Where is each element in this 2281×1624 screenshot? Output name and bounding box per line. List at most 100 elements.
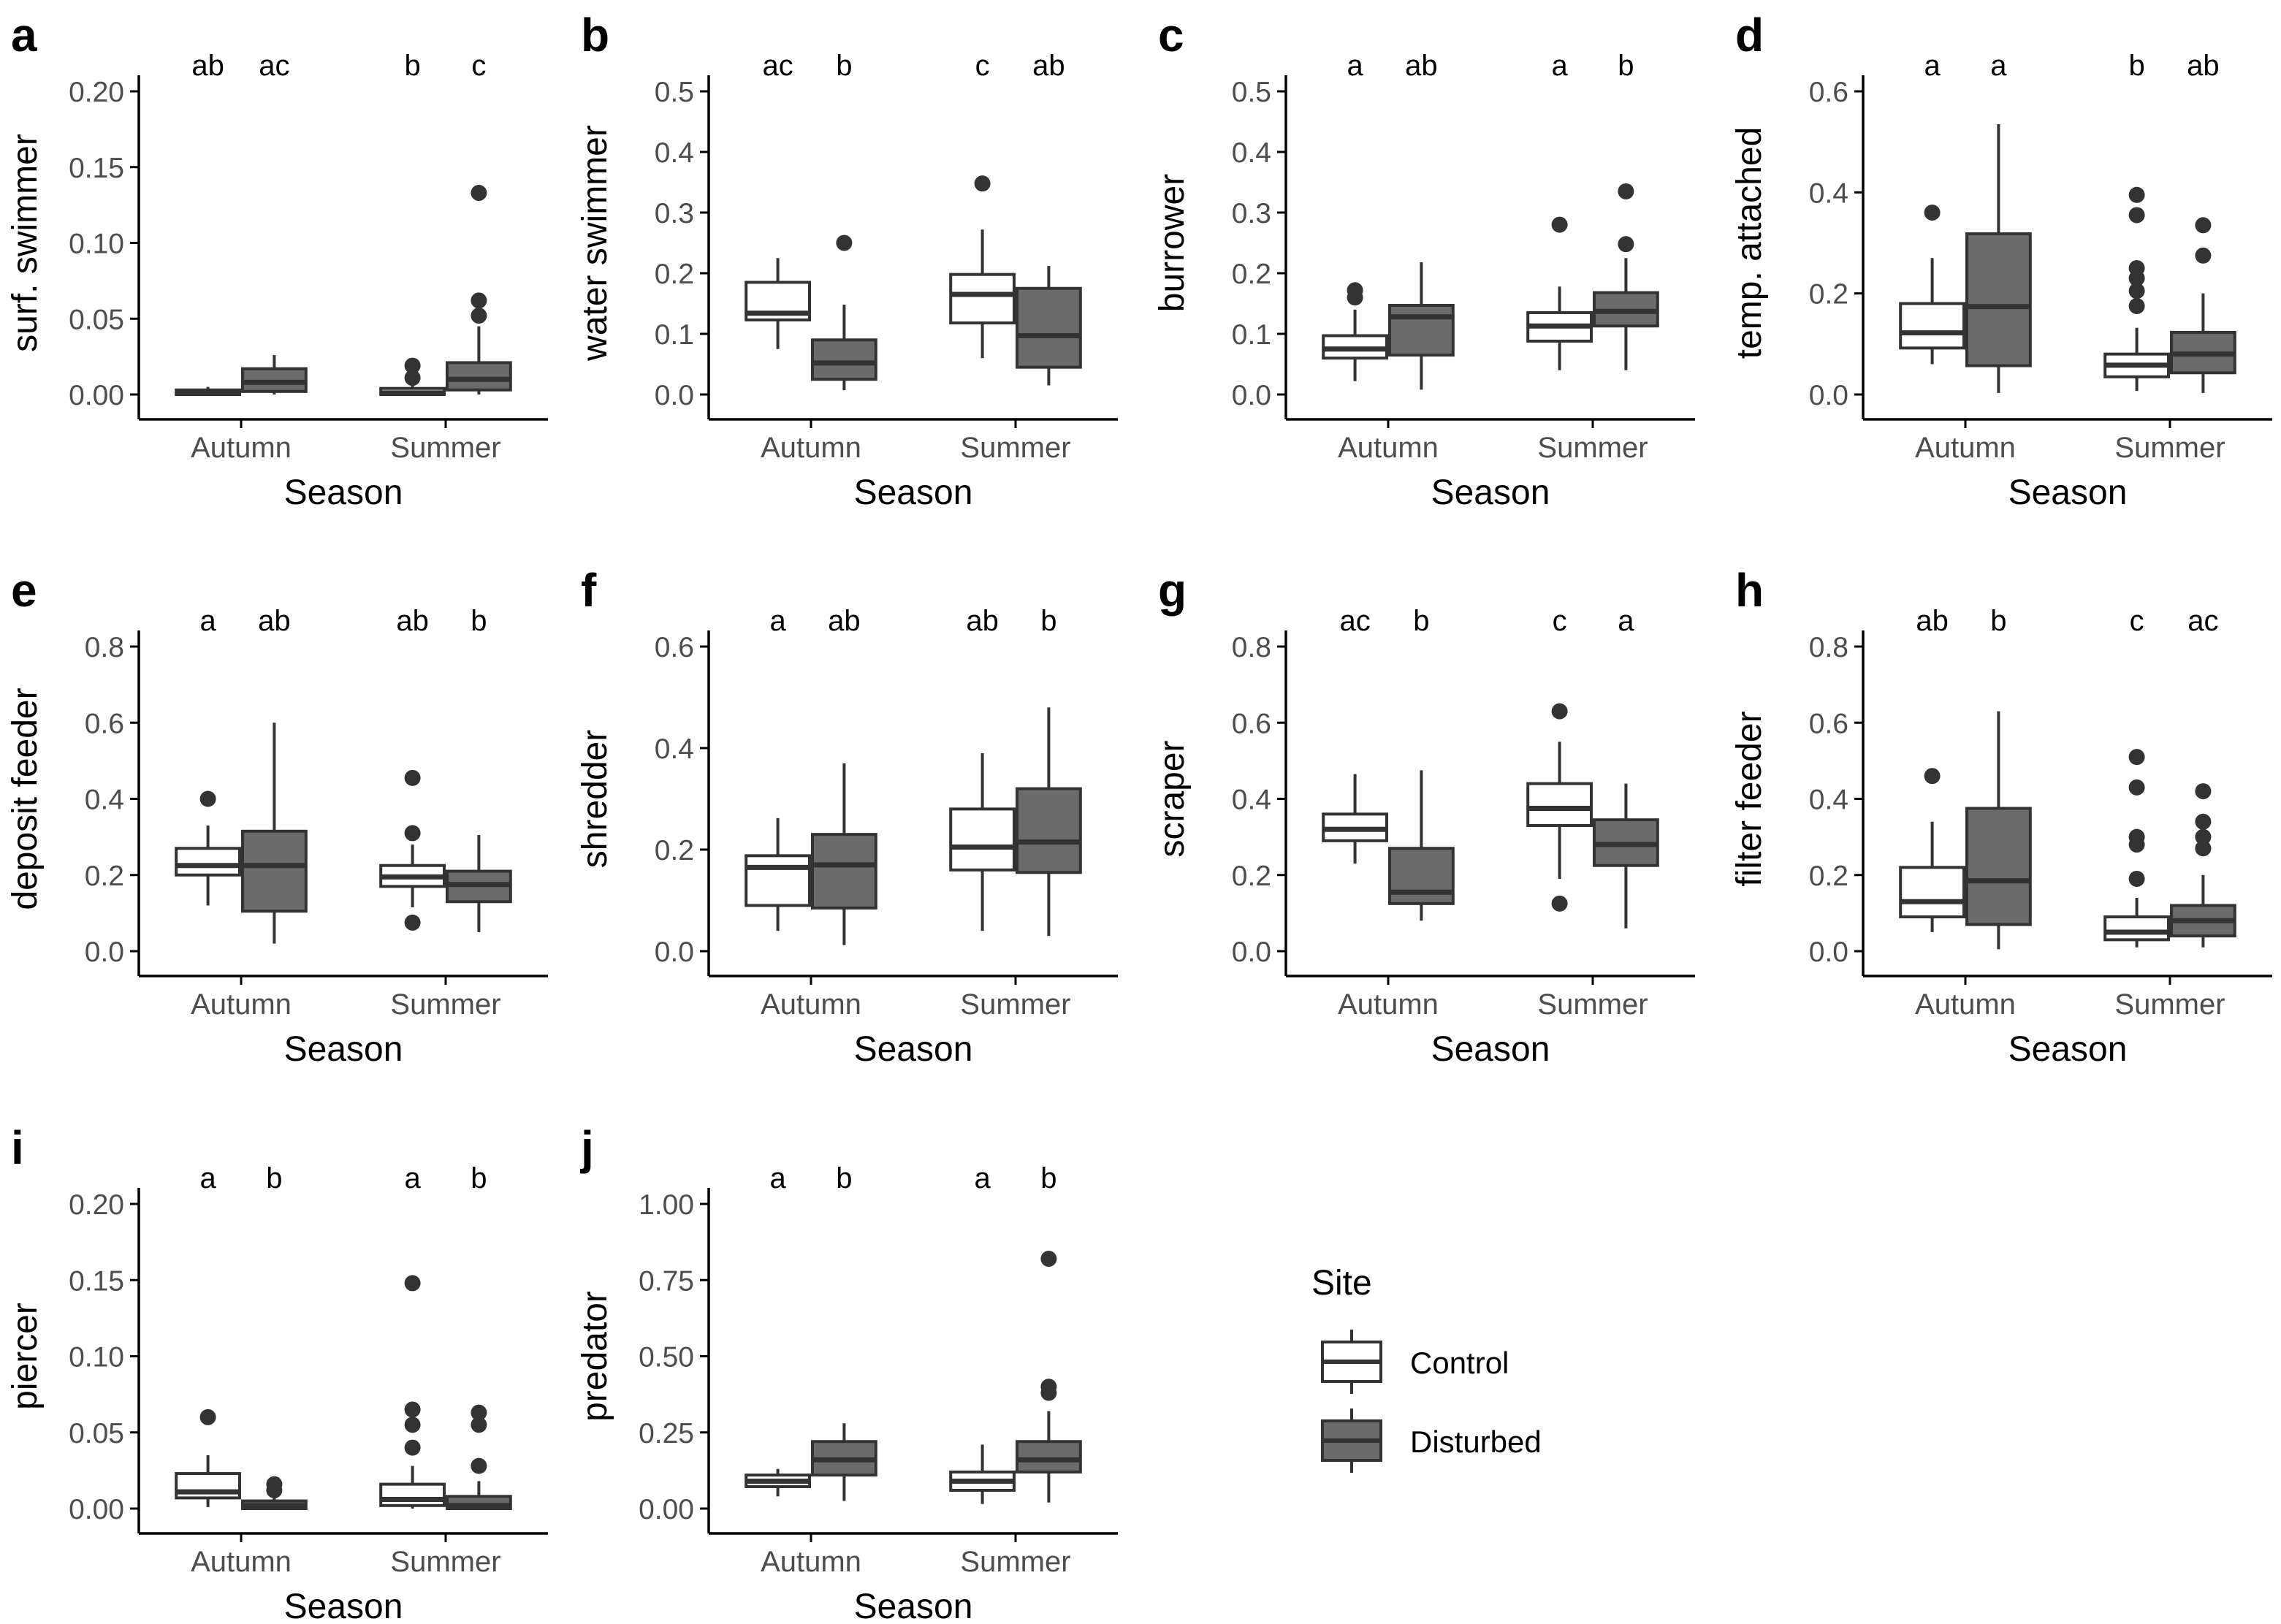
outlier-point xyxy=(471,185,487,202)
outlier-point xyxy=(471,292,487,309)
x-tick-label: Summer xyxy=(390,988,500,1021)
box-autumn-disturbed: b xyxy=(811,50,877,391)
x-tick-label: Summer xyxy=(960,432,1070,464)
iqr-box xyxy=(1388,303,1455,357)
y-tick-label: 0.75 xyxy=(639,1265,694,1297)
y-tick-label: 0.6 xyxy=(655,632,694,663)
y-tick-label: 0.0 xyxy=(655,380,694,411)
box-summer-disturbed: ab xyxy=(2170,50,2236,393)
y-tick-label: 0.4 xyxy=(655,137,694,169)
panel-letter: e xyxy=(11,564,37,617)
box-autumn-control: ab xyxy=(1899,605,1965,932)
y-tick-label: 0.20 xyxy=(69,77,124,108)
significance-letter: b xyxy=(404,50,420,82)
outlier-point xyxy=(2128,186,2145,203)
outlier-point xyxy=(404,357,421,374)
outlier-point xyxy=(2128,260,2145,277)
y-tick-label: 0.8 xyxy=(85,632,124,663)
iqr-box xyxy=(175,847,241,877)
box-autumn-control: a xyxy=(175,605,241,906)
y-tick-label: 0.8 xyxy=(1809,632,1848,663)
y-tick-label: 0.00 xyxy=(69,1494,124,1525)
iqr-box xyxy=(1016,1440,1082,1474)
outlier-point xyxy=(2128,870,2145,887)
box-summer-disturbed: b xyxy=(446,605,512,932)
box-autumn-disturbed: ab xyxy=(241,605,308,944)
iqr-box xyxy=(2103,915,2170,942)
iqr-box xyxy=(949,272,1016,325)
iqr-box xyxy=(811,338,877,381)
y-tick-label: 0.00 xyxy=(69,380,124,411)
significance-letter: ac xyxy=(762,50,793,82)
y-tick-label: 0.5 xyxy=(1232,77,1271,108)
y-tick-label: 0.2 xyxy=(1232,861,1271,892)
legend-label-control: Control xyxy=(1410,1346,1509,1380)
outlier-point xyxy=(2195,217,2212,234)
iqr-box xyxy=(241,829,308,913)
y-axis-title: shredder xyxy=(576,730,614,868)
iqr-box xyxy=(811,833,877,910)
box-summer-control: a xyxy=(379,1162,446,1509)
outlier-point xyxy=(2195,840,2212,857)
outlier-point xyxy=(2195,247,2212,264)
box-summer-disturbed: ab xyxy=(1016,50,1082,386)
significance-letter: b xyxy=(836,50,852,82)
x-tick-label: Autumn xyxy=(761,1546,861,1578)
significance-letter: b xyxy=(1040,1162,1056,1194)
y-tick-label: 0.50 xyxy=(639,1342,694,1373)
significance-letter: ab xyxy=(2187,50,2220,82)
box-summer-disturbed: b xyxy=(446,1162,512,1511)
significance-letter: b xyxy=(1618,50,1634,82)
iqr-box xyxy=(446,361,512,392)
panel-i: i 0.00 0.05 0.10 0.15 0.20 Autumn Summer Season p… xyxy=(6,1121,548,1624)
x-tick-label: Autumn xyxy=(1915,432,2016,464)
y-axis-title: filter feeder xyxy=(1730,711,1769,886)
iqr-box xyxy=(1899,302,1965,350)
y-tick-label: 0.4 xyxy=(1232,785,1271,816)
significance-letter: a xyxy=(1618,605,1634,637)
x-tick-label: Autumn xyxy=(191,988,292,1021)
legend-title: Site xyxy=(1311,1264,1372,1303)
box-summer-control: b xyxy=(2103,50,2170,392)
panel-letter: i xyxy=(11,1121,24,1174)
box-autumn-control: a xyxy=(175,1162,241,1507)
y-axis-title: scraper xyxy=(1153,740,1192,857)
y-axis-title: burrower xyxy=(1153,174,1192,312)
y-tick-label: 0.6 xyxy=(85,708,124,739)
box-summer-disturbed: ac xyxy=(2170,605,2236,948)
x-axis-title: Season xyxy=(284,1030,403,1069)
panel-e: e 0.0 0.2 0.4 0.6 0.8 Autumn Summer Season deposi… xyxy=(6,564,548,1069)
y-tick-label: 0.2 xyxy=(85,861,124,892)
box-autumn-disturbed: b xyxy=(241,1162,308,1510)
significance-letter: ac xyxy=(259,50,289,82)
significance-letter: ac xyxy=(2187,605,2218,637)
outlier-point xyxy=(404,914,421,931)
y-tick-label: 0.0 xyxy=(1232,937,1271,968)
panel-d: d 0.0 0.2 0.4 0.6 Autumn Summer Season temp. att… xyxy=(1730,9,2272,512)
outlier-point xyxy=(404,370,421,386)
legend-label-disturbed: Disturbed xyxy=(1410,1425,1542,1459)
y-tick-label: 0.10 xyxy=(69,229,124,260)
outlier-point xyxy=(404,1439,421,1456)
iqr-box xyxy=(379,1482,446,1507)
y-tick-label: 0.2 xyxy=(1809,279,1848,310)
y-tick-label: 1.00 xyxy=(639,1189,694,1221)
box-autumn-disturbed: b xyxy=(1388,605,1455,921)
outlier-point xyxy=(404,769,421,786)
significance-letter: a xyxy=(1924,50,1941,82)
x-tick-label: Autumn xyxy=(191,1546,292,1578)
significance-letter: ab xyxy=(1405,50,1438,82)
significance-letter: b xyxy=(2128,50,2144,82)
iqr-box xyxy=(949,807,1016,872)
significance-letter: a xyxy=(769,1162,786,1194)
box-summer-control: c xyxy=(1526,605,1593,912)
x-tick-label: Autumn xyxy=(1338,988,1439,1021)
outlier-point xyxy=(2195,783,2212,800)
significance-letter: ab xyxy=(966,605,999,637)
y-tick-label: 0.4 xyxy=(1809,785,1848,816)
y-tick-label: 0.3 xyxy=(655,198,694,229)
outlier-point xyxy=(199,790,216,807)
box-autumn-disturbed: ab xyxy=(811,605,877,945)
significance-letter: b xyxy=(266,1162,282,1194)
outlier-point xyxy=(471,1457,487,1474)
